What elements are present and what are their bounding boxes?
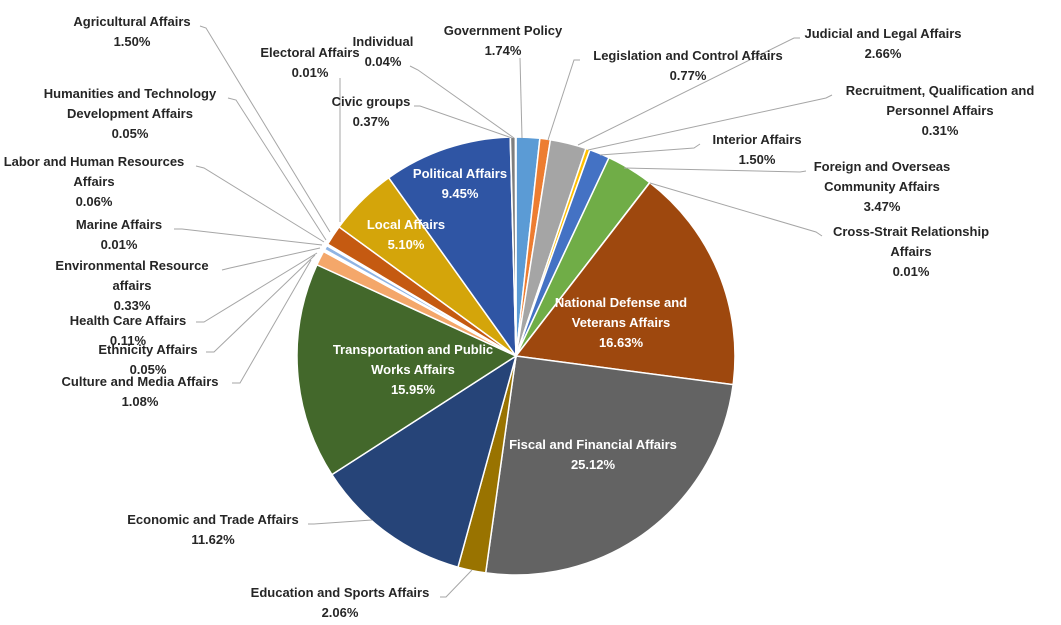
leader-foreign-and-overseas-community-affairs [623,167,807,173]
label-local-affairs: Local Affairs 5.10% [367,217,445,252]
leader-environmental-resource-affairs [221,247,321,271]
leader-marine-affairs [174,228,323,246]
label-electoral-affairs: Electoral Affairs 0.01% [260,45,359,80]
slice-economic-and-trade-affairs [330,354,518,569]
label-economic-and-trade-affairs: Economic and Trade Affairs 11.62% [127,512,298,547]
leader-civic-groups [414,105,513,139]
leader-health-care-affairs [196,252,318,323]
label-culture-and-media-affairs: Culture and Media Affairs 1.08% [62,374,219,409]
label-humanities-and-technology-development-affairs: Humanities and Technology Development Aff… [44,86,217,141]
slice-transportation-and-public-works-affairs [296,263,518,476]
label-cross-strait-relationship-affairs: Cross-Strait Relationship Affairs 0.01% [833,224,989,279]
label-transportation-and-public-works-affairs: Transportation and Public Works Affairs 15… [333,342,493,397]
slice-political-affairs [387,136,517,359]
leader-lines [174,25,833,598]
label-fiscal-and-financial-affairs: Fiscal and Financial Affairs 25.12% [509,437,677,472]
pie-slices [296,136,736,576]
label-education-and-sports-affairs: Education and Sports Affairs 2.06% [251,585,430,620]
label-ethnicity-affairs: Ethnicity Affairs 0.05% [98,342,197,377]
label-recruitment-qualification-and-personnel-affairs: Recruitment, Qualification and Personnel … [846,83,1035,138]
leader-individual [409,65,515,139]
leader-labor-and-human-resources-affairs [195,165,325,243]
label-labor-and-human-resources-affairs: Labor and Human Resources Affairs 0.06% [4,154,185,209]
leader-judicial-and-legal-affairs [577,37,800,146]
label-environmental-resource-affairs: Environmental Resource affairs 0.33% [55,258,208,313]
leader-agricultural-affairs [199,25,331,233]
leader-education-and-sports-affairs [440,569,473,598]
label-judicial-and-legal-affairs: Judicial and Legal Affairs 2.66% [804,26,961,61]
leader-legislation-and-control-affairs [547,59,580,141]
leader-recruitment-qualification-and-personnel-affairs [587,94,833,151]
slice-labels: Government Policy 1.74% Legislation and Co… [4,14,1035,620]
leader-ethnicity-affairs [206,254,316,353]
label-agricultural-affairs: Agricultural Affairs 1.50% [73,14,190,49]
leader-culture-and-media-affairs [232,259,312,384]
leader-humanities-and-technology-development-affairs [227,97,327,241]
label-national-defense-and-veterans-affairs: National Defense and Veterans Affairs 16.6… [555,295,687,350]
leader-interior-affairs [599,143,701,156]
slice-individual [514,136,517,357]
label-interior-affairs: Interior Affairs 1.50% [712,132,801,167]
leader-government-policy [519,57,523,139]
label-individual: Individual 0.04% [353,34,414,69]
slice-national-defense-and-veterans-affairs [514,181,736,386]
label-marine-affairs: Marine Affairs 0.01% [76,217,162,252]
label-foreign-and-overseas-community-affairs: Foreign and Overseas Community Affairs 3.4… [814,159,951,214]
leader-cross-strait-relationship-affairs [649,182,823,237]
label-government-policy: Government Policy 1.74% [444,23,563,58]
label-legislation-and-control-affairs: Legislation and Control Affairs 0.77% [593,48,782,83]
label-civic-groups: Civic groups 0.37% [332,94,411,129]
label-health-care-affairs: Health Care Affairs 0.11% [70,313,187,348]
label-political-affairs: Political Affairs 9.45% [413,166,507,201]
leader-economic-and-trade-affairs [308,519,373,525]
slice-fiscal-and-financial-affairs [484,355,734,576]
